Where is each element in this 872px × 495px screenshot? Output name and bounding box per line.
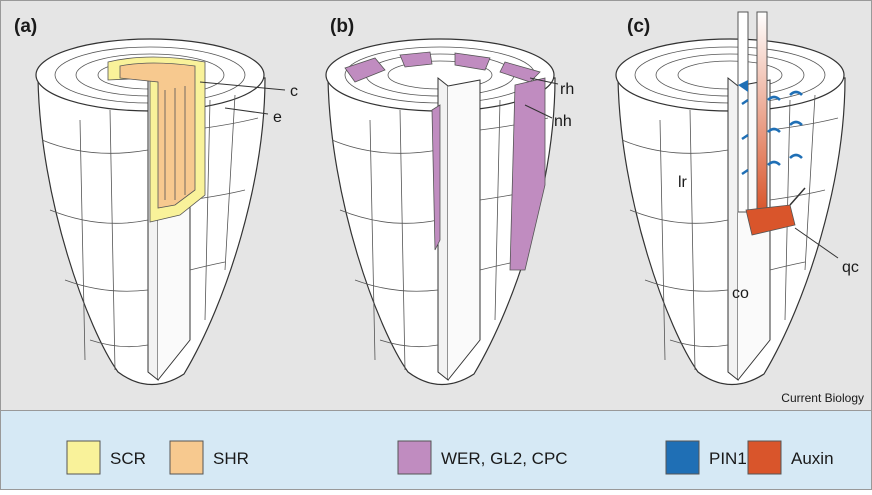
legend-swatch bbox=[398, 441, 431, 474]
annotation: qc bbox=[842, 259, 859, 276]
annotation: co bbox=[732, 285, 749, 302]
annotation: e bbox=[273, 109, 282, 126]
legend-swatch bbox=[748, 441, 781, 474]
annotation: nh bbox=[554, 113, 572, 130]
panel-label: (a) bbox=[14, 16, 37, 37]
annotation: c bbox=[290, 83, 298, 100]
legend-label: Auxin bbox=[791, 449, 834, 468]
tube bbox=[738, 12, 748, 212]
credit: Current Biology bbox=[781, 391, 864, 405]
legend-label: SCR bbox=[110, 449, 146, 468]
legend-swatch bbox=[170, 441, 203, 474]
annotation: lr bbox=[678, 174, 688, 191]
legend-swatch bbox=[666, 441, 699, 474]
panel-label: (c) bbox=[627, 16, 650, 37]
tube bbox=[757, 12, 767, 212]
legend-label: SHR bbox=[213, 449, 249, 468]
legend-swatch bbox=[67, 441, 100, 474]
annotation: rh bbox=[560, 81, 574, 98]
legend-label: PIN1 bbox=[709, 449, 747, 468]
legend-label: WER, GL2, CPC bbox=[441, 449, 568, 468]
panel-label: (b) bbox=[330, 16, 354, 37]
figure: (a) c e (b) rh nh (c) lr co qc Current B… bbox=[0, 0, 872, 490]
